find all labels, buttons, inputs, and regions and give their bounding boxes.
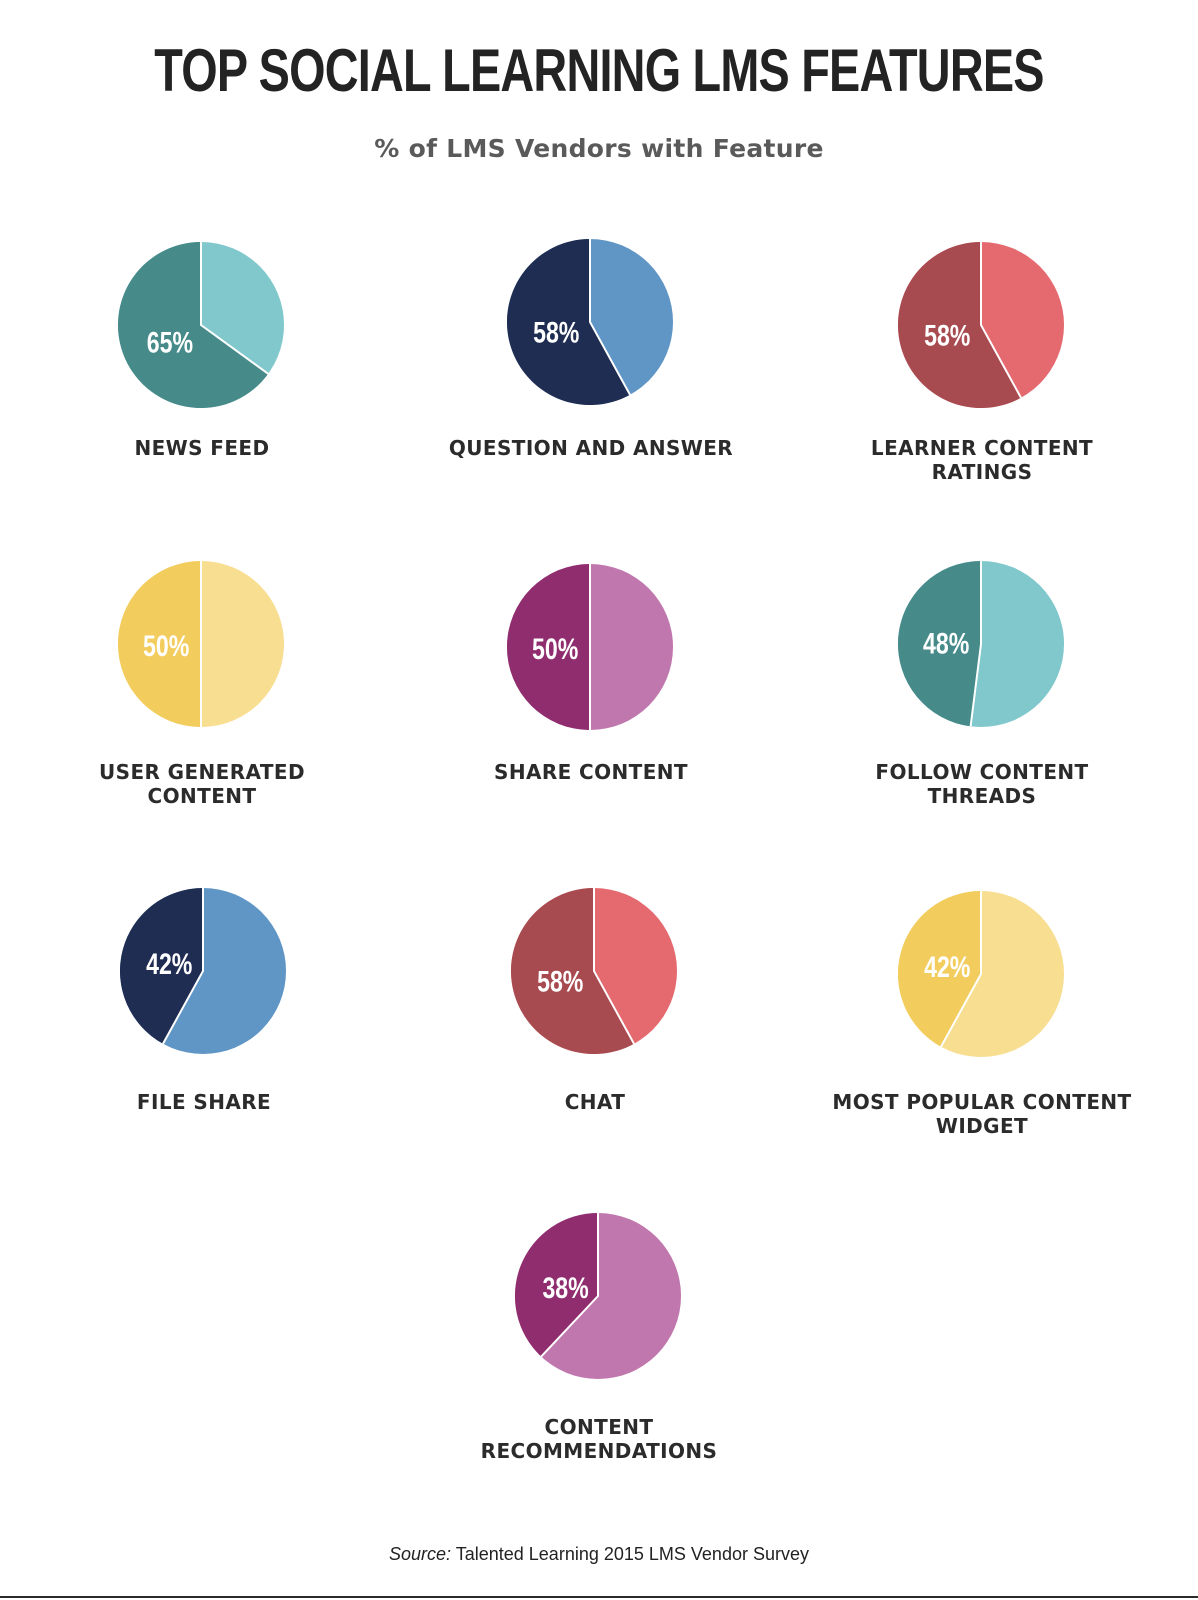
chart-title: TOP SOCIAL LEARNING LMS FEATURES	[154, 37, 1044, 104]
chart-subtitle: % of LMS Vendors with Feature	[374, 134, 824, 163]
pie-chat: 58%	[510, 887, 678, 1055]
pie-learner-content-ratings: 58%	[897, 241, 1065, 409]
pie-follow-content-threads: 48%	[897, 560, 1065, 728]
pie-label-follow-content-threads: FOLLOW CONTENT THREADS	[875, 760, 1089, 808]
pie-question-and-answer: 58%	[506, 238, 674, 406]
pie-separator-file-share	[162, 887, 204, 1045]
pie-percent-question-and-answer: 58%	[533, 316, 579, 349]
pie-separator-news-feed	[200, 241, 269, 375]
pie-slice-content-recommendations	[514, 1212, 598, 1357]
pie-label-question-and-answer: QUESTION AND ANSWER	[448, 436, 734, 460]
pie-label-share-content: SHARE CONTENT	[494, 760, 688, 784]
pie-label-learner-content-ratings: LEARNER CONTENT RATINGS	[870, 436, 1094, 484]
pie-separator-follow-content-threads	[969, 560, 982, 727]
pie-slice-user-generated-content	[117, 560, 201, 728]
pie-percent-most-popular-content-widget: 42%	[924, 950, 970, 983]
pie-share-content: 50%	[506, 563, 674, 731]
pie-separator-most-popular-content-widget	[940, 890, 982, 1048]
pie-label-chat: CHAT	[564, 1090, 626, 1114]
pie-percent-user-generated-content: 50%	[143, 629, 189, 662]
source-text: Talented Learning 2015 LMS Vendor Survey	[455, 1544, 809, 1564]
pie-file-share: 42%	[119, 887, 287, 1055]
pie-slice-file-share	[119, 887, 203, 1044]
pie-slice-most-popular-content-widget	[897, 890, 981, 1047]
pie-user-generated-content: 50%	[117, 560, 285, 728]
pie-slice-share-content	[506, 563, 590, 731]
pie-label-user-generated-content: USER GENERATED CONTENT	[99, 760, 305, 808]
pie-most-popular-content-widget: 42%	[897, 890, 1065, 1058]
pie-slice-follow-content-threads	[897, 560, 981, 727]
pie-percent-learner-content-ratings: 58%	[924, 319, 970, 352]
pie-news-feed: 65%	[117, 241, 285, 409]
pie-label-file-share: FILE SHARE	[136, 1090, 272, 1114]
pie-percent-content-recommendations: 38%	[542, 1271, 588, 1304]
pie-separator-learner-content-ratings	[980, 241, 1022, 399]
pie-slice-learner-content-ratings	[897, 241, 1021, 409]
pie-separator-chat	[593, 887, 635, 1045]
pie-percent-follow-content-threads: 48%	[923, 627, 969, 660]
pie-label-content-recommendations: CONTENT RECOMMENDATIONS	[480, 1415, 718, 1463]
source-note: Source: Talented Learning 2015 LMS Vendo…	[0, 1544, 1198, 1565]
pie-separator-content-recommendations	[540, 1212, 599, 1358]
pie-separator-question-and-answer	[589, 238, 631, 396]
bottom-rule	[0, 1596, 1198, 1598]
pie-percent-news-feed: 65%	[147, 326, 193, 359]
pie-slice-question-and-answer	[506, 238, 630, 406]
pie-content-recommendations: 38%	[514, 1212, 682, 1380]
pie-slice-news-feed	[117, 241, 269, 409]
pie-percent-file-share: 42%	[146, 947, 192, 980]
pie-slice-chat	[510, 887, 634, 1055]
source-label: Source:	[389, 1544, 452, 1564]
pie-label-most-popular-content-widget: MOST POPULAR CONTENT WIDGET	[832, 1090, 1132, 1138]
pie-percent-chat: 58%	[537, 965, 583, 998]
pie-percent-share-content: 50%	[532, 632, 578, 665]
pie-label-news-feed: NEWS FEED	[134, 436, 270, 460]
